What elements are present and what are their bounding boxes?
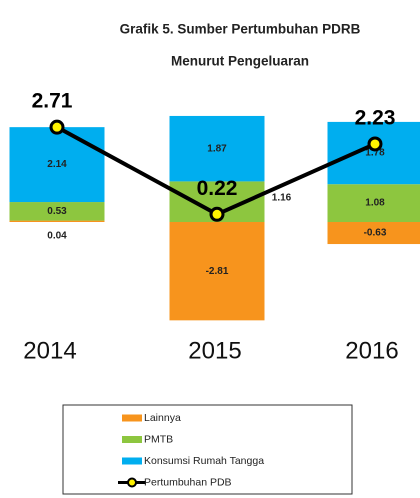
point-label: 0.22 [197,177,238,200]
value-label: 1.87 [207,143,227,154]
bar-segment [169,222,265,321]
legend-label: Konsumsi Rumah Tangga [144,455,264,467]
legend-swatch [122,414,142,422]
bar-segment [169,115,265,182]
bar-segment [9,202,105,221]
bar-segment [327,184,420,222]
point-label: 2.71 [32,90,73,113]
legend-label: Lainnya [144,412,181,424]
x-tick-label: 2016 [345,337,398,364]
value-label: 1.08 [365,198,385,209]
bar-segment [327,222,420,245]
line-marker [209,206,225,222]
x-tick-label: 2015 [188,337,241,364]
bar-segment [9,127,105,203]
line-marker [49,119,65,135]
x-tick-label: 2014 [23,337,76,364]
legend-swatch [122,457,142,465]
value-label: 2.14 [47,159,67,170]
line-marker [367,136,383,152]
legend-swatch [122,436,142,443]
legend-box [62,404,353,495]
bar-segment [9,220,105,222]
bar-segment [327,121,420,185]
value-label: -0.63 [364,228,387,239]
value-label: 0.04 [47,231,67,242]
legend-label: PMTB [144,433,173,445]
chart-subtitle: Menurut Pengeluaran [171,54,309,69]
legend-marker [127,477,137,488]
value-label: 0.53 [47,206,67,217]
point-label: 2.23 [355,106,396,129]
value-label: -2.81 [206,266,229,277]
value-label: 1.16 [272,192,292,203]
value-label: 1.78 [365,148,385,159]
chart-title: Grafik 5. Sumber Pertumbuhan PDRB [120,22,361,37]
legend-label: Pertumbuhan PDB [144,476,232,488]
